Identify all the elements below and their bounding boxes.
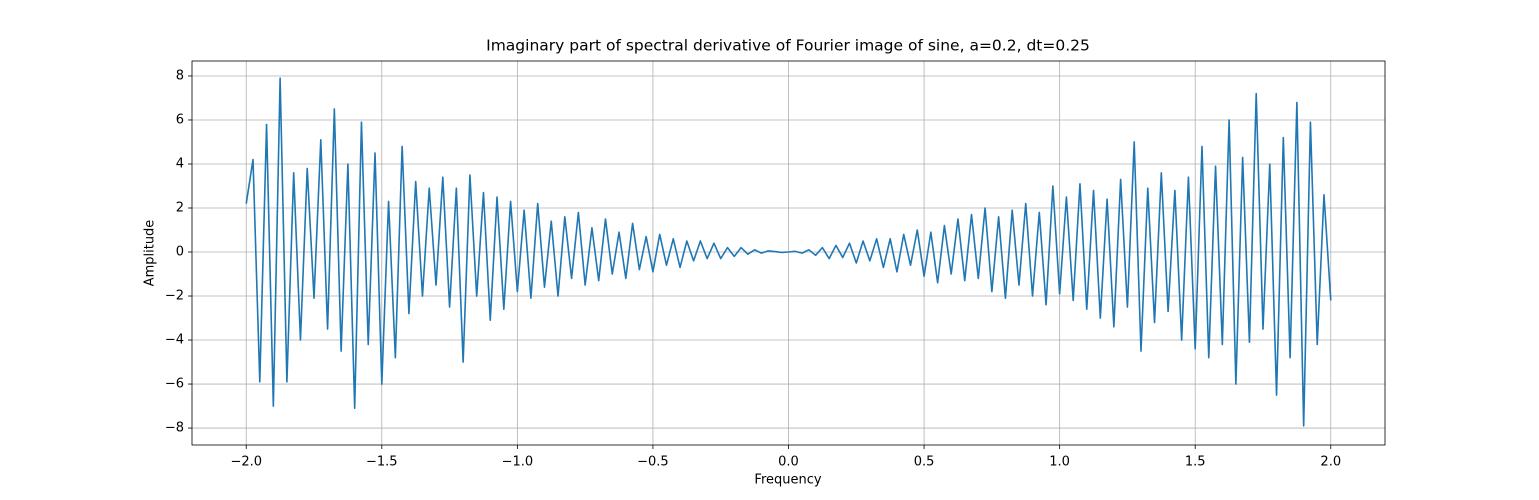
x-axis-label: Frequency bbox=[754, 473, 821, 488]
chart-title: Imaginary part of spectral derivative of… bbox=[486, 37, 1090, 55]
y-tick-label: 4 bbox=[176, 156, 184, 171]
data-line bbox=[245, 77, 1332, 427]
y-tick-label: −4 bbox=[165, 333, 184, 348]
x-tick-label: 1.0 bbox=[1049, 455, 1070, 470]
x-tick-label: 2.0 bbox=[1320, 455, 1341, 470]
y-tick-label: 8 bbox=[176, 68, 184, 83]
y-tick-label: 6 bbox=[176, 112, 184, 127]
y-axis-label: Amplitude bbox=[143, 220, 158, 287]
plot-frame bbox=[191, 60, 1386, 446]
y-tick-label: −6 bbox=[165, 377, 184, 392]
y-tick-label: −2 bbox=[165, 289, 184, 304]
x-tick-label: −1.5 bbox=[366, 455, 398, 470]
x-tick-label: −2.0 bbox=[230, 455, 262, 470]
x-tick-label: −0.5 bbox=[637, 455, 669, 470]
x-tick-label: 0.0 bbox=[778, 455, 799, 470]
x-tick-label: −1.0 bbox=[502, 455, 534, 470]
x-tick-label: 1.5 bbox=[1185, 455, 1206, 470]
y-tick-label: 2 bbox=[176, 200, 184, 215]
y-tick-label: 0 bbox=[176, 245, 184, 260]
x-tick-label: 0.5 bbox=[914, 455, 935, 470]
y-tick-label: −8 bbox=[165, 421, 184, 436]
